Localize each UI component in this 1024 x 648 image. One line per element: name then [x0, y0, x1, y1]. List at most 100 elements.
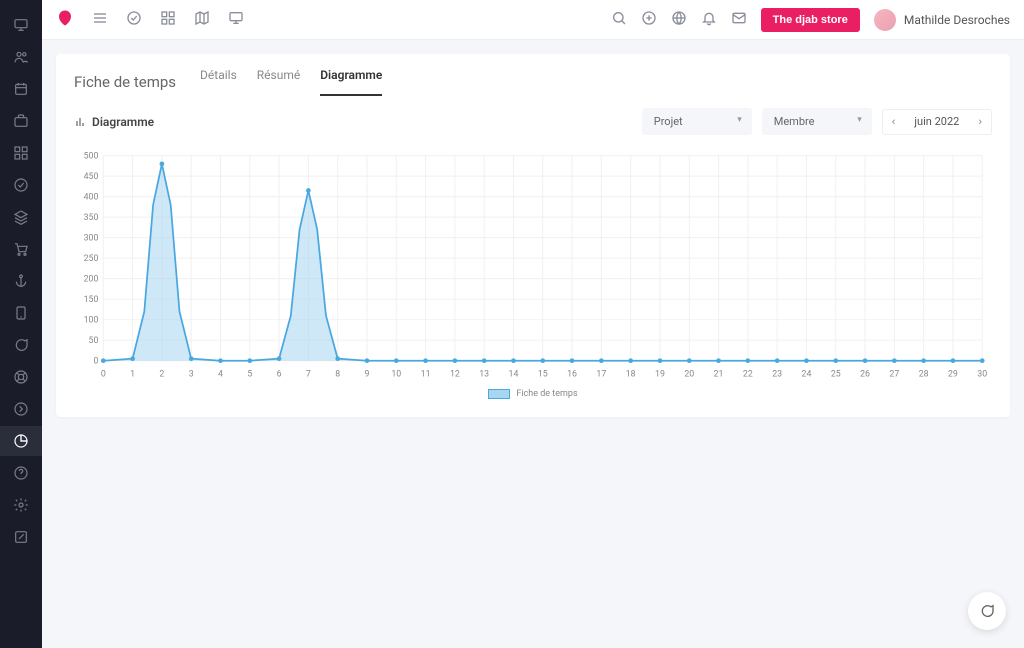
main-card: Fiche de temps Détails Résumé Diagramme …: [56, 54, 1010, 417]
mail-icon[interactable]: [731, 10, 747, 30]
tab-resume[interactable]: Résumé: [257, 68, 300, 96]
svg-text:11: 11: [421, 369, 431, 379]
svg-text:10: 10: [391, 369, 401, 379]
member-select[interactable]: Membre: [762, 108, 872, 135]
svg-text:4: 4: [218, 369, 223, 379]
page-title: Fiche de temps: [74, 73, 176, 91]
svg-text:200: 200: [84, 275, 99, 285]
svg-text:30: 30: [977, 369, 987, 379]
sidebar-item-grid[interactable]: [0, 138, 42, 168]
sidebar-item-layers[interactable]: [0, 202, 42, 232]
project-select[interactable]: Projet: [642, 108, 752, 135]
bell-icon[interactable]: [701, 10, 717, 30]
anchor-icon: [13, 273, 29, 289]
svg-text:6: 6: [277, 369, 282, 379]
store-button[interactable]: The djab store: [761, 8, 860, 32]
svg-text:24: 24: [802, 369, 812, 379]
chart-title: Diagramme: [74, 115, 154, 129]
svg-text:18: 18: [626, 369, 636, 379]
sidebar-item-anchor[interactable]: [0, 266, 42, 296]
svg-text:29: 29: [948, 369, 958, 379]
chat-fab[interactable]: [968, 592, 1006, 630]
sidebar-item-message[interactable]: [0, 330, 42, 360]
svg-text:17: 17: [596, 369, 606, 379]
prev-month-button[interactable]: ‹: [883, 110, 905, 134]
svg-text:13: 13: [479, 369, 489, 379]
add-icon[interactable]: [641, 10, 657, 30]
svg-text:150: 150: [84, 295, 99, 305]
apps-icon[interactable]: [160, 10, 176, 30]
arrow-circle-icon: [13, 401, 29, 417]
svg-text:15: 15: [538, 369, 548, 379]
svg-text:20: 20: [684, 369, 694, 379]
svg-text:21: 21: [714, 369, 724, 379]
svg-text:5: 5: [247, 369, 252, 379]
check-icon[interactable]: [126, 10, 142, 30]
svg-text:2: 2: [159, 369, 164, 379]
svg-text:1: 1: [130, 369, 135, 379]
tab-diagramme[interactable]: Diagramme: [320, 68, 382, 96]
sidebar-item-calendar[interactable]: [0, 74, 42, 104]
sidebar-item-edit[interactable]: [0, 522, 42, 552]
svg-text:16: 16: [567, 369, 577, 379]
sidebar-item-cart[interactable]: [0, 234, 42, 264]
svg-text:12: 12: [450, 369, 460, 379]
topbar: The djab store Mathilde Desroches: [42, 0, 1024, 40]
sidebar-item-tablet[interactable]: [0, 298, 42, 328]
sidebar-item-settings[interactable]: [0, 490, 42, 520]
sidebar-item-help[interactable]: [0, 458, 42, 488]
tab-details[interactable]: Détails: [200, 68, 237, 96]
sidebar: [0, 0, 42, 648]
svg-text:8: 8: [335, 369, 340, 379]
grid-icon: [13, 145, 29, 161]
svg-text:7: 7: [306, 369, 311, 379]
cart-icon: [13, 241, 29, 257]
sidebar-item-monitor[interactable]: [0, 10, 42, 40]
logo-icon: [56, 9, 74, 31]
timesheet-chart: 0501001502002503003504004505000123456789…: [74, 145, 992, 385]
svg-text:9: 9: [365, 369, 370, 379]
message-icon: [13, 337, 29, 353]
display-icon[interactable]: [228, 10, 244, 30]
avatar: [874, 9, 896, 31]
svg-text:450: 450: [84, 172, 99, 182]
user-name: Mathilde Desroches: [904, 13, 1010, 27]
check-circle-icon: [13, 177, 29, 193]
sidebar-item-arrow-circle[interactable]: [0, 394, 42, 424]
edit-icon: [13, 529, 29, 545]
sidebar-item-check-circle[interactable]: [0, 170, 42, 200]
calendar-icon: [13, 81, 29, 97]
svg-text:25: 25: [831, 369, 841, 379]
svg-text:27: 27: [889, 369, 899, 379]
legend-swatch: [488, 389, 510, 399]
menu-icon[interactable]: [92, 10, 108, 30]
settings-icon: [13, 497, 29, 513]
svg-text:50: 50: [89, 336, 99, 346]
globe-icon[interactable]: [671, 10, 687, 30]
search-icon[interactable]: [611, 10, 627, 30]
monitor-icon: [13, 17, 29, 33]
svg-text:350: 350: [84, 213, 99, 223]
svg-text:400: 400: [84, 193, 99, 203]
sidebar-item-briefcase[interactable]: [0, 106, 42, 136]
svg-text:300: 300: [84, 234, 99, 244]
layers-icon: [13, 209, 29, 225]
date-label: juin 2022: [908, 115, 965, 128]
tablet-icon: [13, 305, 29, 321]
sidebar-item-users[interactable]: [0, 42, 42, 72]
user-menu[interactable]: Mathilde Desroches: [874, 9, 1010, 31]
svg-text:0: 0: [101, 369, 106, 379]
briefcase-icon: [13, 113, 29, 129]
date-nav: ‹ juin 2022 ›: [882, 109, 992, 135]
tabs: Détails Résumé Diagramme: [200, 68, 382, 96]
map-icon[interactable]: [194, 10, 210, 30]
sidebar-item-life-buoy[interactable]: [0, 362, 42, 392]
next-month-button[interactable]: ›: [969, 110, 991, 134]
svg-text:500: 500: [84, 152, 99, 162]
svg-text:26: 26: [860, 369, 870, 379]
svg-text:3: 3: [189, 369, 194, 379]
sidebar-item-pie-chart[interactable]: [0, 426, 42, 456]
life-buoy-icon: [13, 369, 29, 385]
help-icon: [13, 465, 29, 481]
chart-legend: Fiche de temps: [74, 389, 992, 399]
